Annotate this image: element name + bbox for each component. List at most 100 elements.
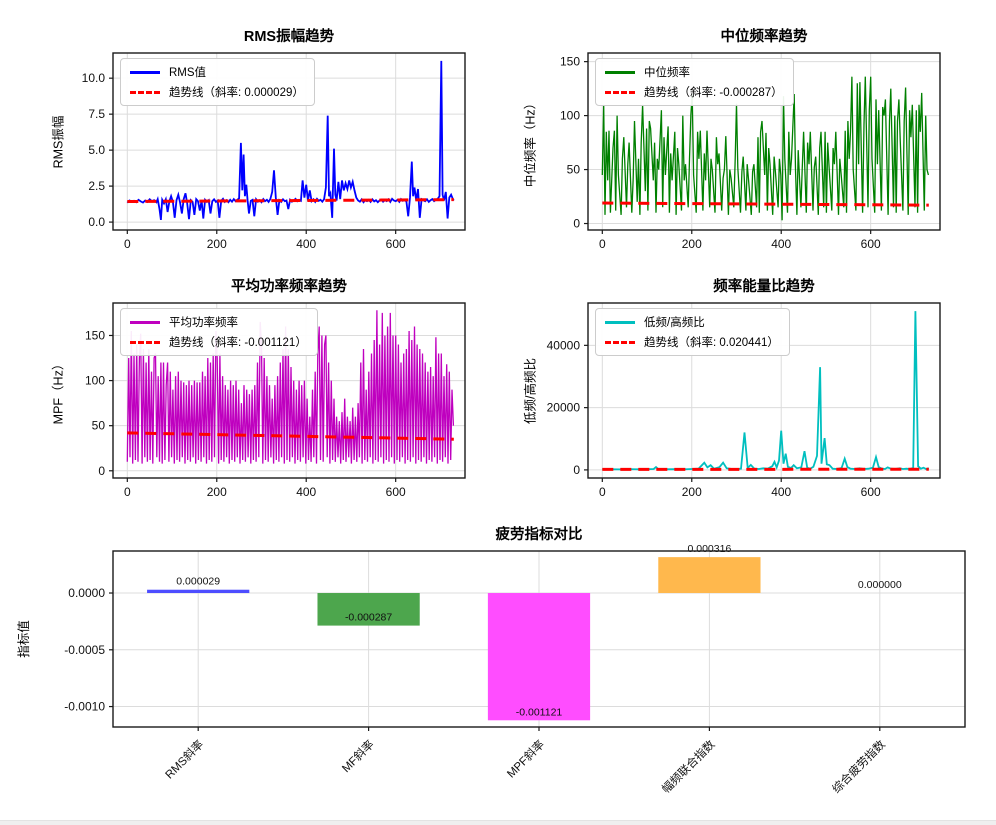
y-tick-label: 0 [98,464,105,478]
legend-label: 趋势线（斜率: -0.001121） [169,337,307,349]
subplot-frequency-energy-ratio-trend: 频率能量比趋势 低频/高频比 0 200 400 600 0 20000 40000 低频/… [498,268,996,520]
chart-title: 频率能量比趋势 [713,279,815,295]
x-tick-label: 600 [861,485,881,499]
trend-line [127,198,454,204]
legend-entry: 趋势线（斜率: -0.000287） [605,84,783,100]
bar-MF斜率 [317,593,420,626]
trend-line-swatch [605,340,635,344]
y-tick-label: -0.0005 [64,643,105,657]
trend-line [602,201,929,207]
axes-frame [112,52,466,231]
x-tick-label: 400 [296,485,316,499]
series-line-swatch [605,70,635,74]
bar-value-label: -0.001121 [516,706,563,718]
legend-entry: 低频/高频比 [605,314,779,330]
legend-entry: 平均功率频率 [130,314,307,330]
legend-label: 平均功率频率 [169,317,238,329]
median-frequency-plot-svg: 0 200 400 600 0 50 100 150 [560,52,941,251]
x-tick-label: 0 [124,237,131,251]
bar-value-label: 0.000000 [858,579,902,591]
y-tick-label: 5.0 [88,143,105,157]
x-tick-label: 0 [599,237,606,251]
x-tick-label: 200 [682,237,702,251]
x-tick-label: 400 [771,485,791,499]
y-tick-label: 20000 [547,401,581,415]
x-tick-label: 200 [207,237,227,251]
fatigue-bar-svg: 0.000029 RMS斜率 -0.000287 MF斜率 -0.001121 MPF斜率… [64,543,966,796]
rms-plot-svg: 0 200 400 600 0.0 2.5 5.0 7.5 10.0 [82,52,466,251]
y-tick-label: 0 [573,463,580,477]
series-line-swatch [605,320,635,324]
x-tick-label: 200 [682,485,702,499]
category-label: 幅频联合指数 [659,737,718,796]
energy-ratio-plot-svg: 0 200 400 600 0 20000 40000 [547,302,941,499]
mpf-plot-svg: 0 200 400 600 0 50 100 150 [85,302,466,499]
y-tick-label: 50 [567,163,581,177]
x-tick-label: 400 [771,237,791,251]
legend-label: 低频/高频比 [644,317,705,329]
subplot-rms-amplitude-trend: RMS振幅趋势 RMS振幅 0 200 400 600 0.0 2.5 5.0 7.5 10.0… [0,8,498,260]
legend-entry: RMS值 [130,64,304,80]
bar-value-label: -0.000287 [345,612,392,624]
trend-line [127,431,454,441]
trend-line-swatch [130,340,160,344]
subplot-mean-power-frequency-trend: 平均功率频率趋势 MPF（Hz） 0 200 400 600 0 50 100 150 平均功… [0,268,498,520]
bar-value-label: 0.000316 [688,543,732,555]
trend-line-swatch [130,90,160,94]
category-label: MF斜率 [339,737,377,775]
y-tick-label: -0.0010 [64,700,105,714]
legend-entry: 趋势线（斜率: 0.020441） [605,334,779,350]
data-series-line [126,310,455,464]
data-series-line [602,311,930,471]
y-tick-label: 100 [85,374,105,388]
x-tick-label: 0 [599,485,606,499]
legend-label: 趋势线（斜率: 0.000029） [169,87,304,99]
chart-title: 疲劳指标对比 [495,527,583,543]
y-tick-label: 100 [560,109,580,123]
legend: 低频/高频比趋势线（斜率: 0.020441） [595,308,790,356]
y-tick-label: 0.0000 [68,586,105,600]
axes-frame [587,302,941,479]
chart-title: 平均功率频率趋势 [231,279,347,295]
series-line-swatch [130,70,160,74]
category-label: MPF斜率 [504,737,547,780]
legend-label: RMS值 [169,67,207,79]
bar-RMS斜率 [147,589,250,594]
x-tick-label: 0 [124,485,131,499]
y-tick-label: 10.0 [82,71,106,85]
bar-幅频联合指数 [658,557,761,594]
series-line-swatch [130,320,160,324]
y-tick-label: 150 [85,328,105,342]
y-tick-label: 0.0 [88,215,105,229]
category-label: RMS斜率 [162,737,206,781]
subplot-median-frequency-trend: 中位频率趋势 中位频率（Hz） 0 200 400 600 0 50 100 150 中位频率… [498,8,996,260]
x-tick-label: 600 [386,485,406,499]
legend-entry: 趋势线（斜率: 0.000029） [130,84,304,100]
legend-entry: 中位频率 [605,64,783,80]
axes-frame [587,52,941,231]
legend-label: 趋势线（斜率: -0.000287） [644,87,783,99]
bar-value-label: 0.000029 [176,576,220,588]
axes-frame [112,302,466,479]
data-series-line [601,76,930,221]
x-tick-label: 600 [386,237,406,251]
y-tick-label: 150 [560,55,580,69]
y-tick-label: 0 [573,217,580,231]
y-tick-label: 40000 [547,338,581,352]
trend-line-swatch [605,90,635,94]
chart-title: RMS振幅趋势 [243,29,335,45]
legend-entry: 趋势线（斜率: -0.001121） [130,334,307,350]
legend: 中位频率趋势线（斜率: -0.000287） [595,58,794,106]
y-tick-label: 50 [92,419,106,433]
category-label: 综合疲劳指数 [829,737,888,796]
x-tick-label: 200 [207,485,227,499]
legend: RMS值趋势线（斜率: 0.000029） [120,58,315,106]
bar-MPF斜率 [487,593,591,721]
legend-label: 中位频率 [644,67,690,79]
chart-title: 中位频率趋势 [720,29,808,45]
y-tick-label: 2.5 [88,179,105,193]
legend-label: 趋势线（斜率: 0.020441） [644,337,779,349]
legend: 平均功率频率趋势线（斜率: -0.001121） [120,308,318,356]
subplot-fatigue-indicator-comparison: 疲劳指标对比 指标值 0.000029 RMS斜率 -0.000287 MF斜率 -0.… [0,520,996,825]
